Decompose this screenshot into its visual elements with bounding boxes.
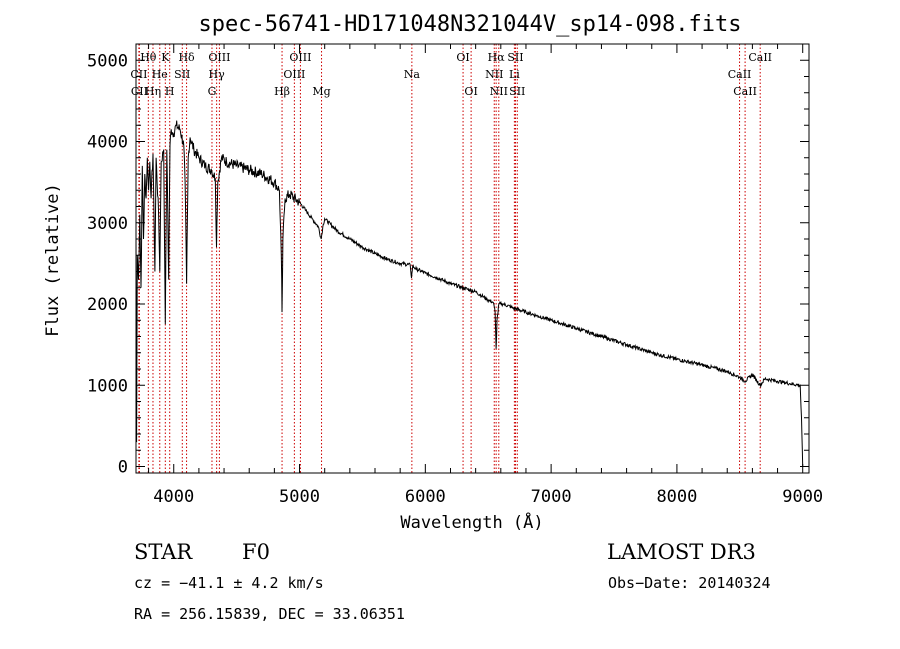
line-label-19: Hα [488,51,506,64]
y-tick-label-5: 5000 [87,51,128,71]
y-tick-label-2: 2000 [87,295,128,315]
line-label-10: Hγ [209,68,226,81]
plot-frame [135,43,810,474]
line-label-0: Hθ [140,51,157,64]
redshift-cz: cz = −41.1 ± 4.2 km/s [134,574,324,592]
x-tick-label-3: 7000 [531,487,572,507]
line-label-20: NII [485,68,503,81]
y-tick-label-4: 4000 [87,133,128,153]
line-label-16: Na [404,68,421,81]
line-label-15: Mg [312,85,330,98]
line-label-25: CaII [748,51,772,64]
line-label-1: CII [130,68,147,81]
line-label-7: SII [174,68,190,81]
x-tick-label-2: 6000 [405,487,446,507]
x-tick-label-4: 8000 [656,487,697,507]
line-label-17: OI [456,51,469,64]
line-label-18: OI [464,85,477,98]
x-tick-label-0: 4000 [153,487,194,507]
obs-date: Obs−Date: 20140324 [608,574,771,592]
y-tick-label-1: 1000 [87,376,128,396]
line-label-24: SII [509,85,525,98]
object-subclass: F0 [242,540,270,564]
survey-name: LAMOST DR3 [607,540,756,564]
coordinates: RA = 256.15839, DEC = 33.06351 [134,605,405,623]
line-label-22: SII [507,51,523,64]
line-label-23: Li [509,68,520,81]
object-class: STAR [134,540,193,564]
line-label-8: Hδ [178,51,195,64]
chart-title: spec-56741-HD171048N321044V_sp14-098.fit… [198,12,741,37]
y-axis-label: Flux (relative) [43,183,63,337]
x-axis-ticks: 4000 5000 6000 7000 8000 9000 [148,44,823,507]
y-tick-label-3: 3000 [87,214,128,234]
line-label-26: CaII [728,68,752,81]
x-axis-label: Wavelength (Å) [400,511,543,533]
y-axis-ticks: 0 1000 2000 3000 4000 5000 [87,51,809,478]
line-label-3: Hη [145,85,161,98]
line-label-5: He [152,68,168,81]
spectrum-line [135,120,804,467]
x-tick-label-5: 9000 [782,487,823,507]
line-label-12: Hβ [274,85,290,98]
x-tick-label-1: 5000 [279,487,320,507]
line-label-6: H [165,85,175,98]
line-label-2: CII [131,85,148,98]
line-label-4: K [161,51,170,64]
line-label-11: G [208,85,217,98]
line-label-13: OIII [289,51,311,64]
line-label-21: NII [490,85,508,98]
line-label-9: OIII [208,51,230,64]
line-label-27: CaII [733,85,757,98]
y-tick-label-0: 0 [118,458,128,478]
spectral-line-markers [138,44,761,473]
line-label-14: OIII [283,68,305,81]
